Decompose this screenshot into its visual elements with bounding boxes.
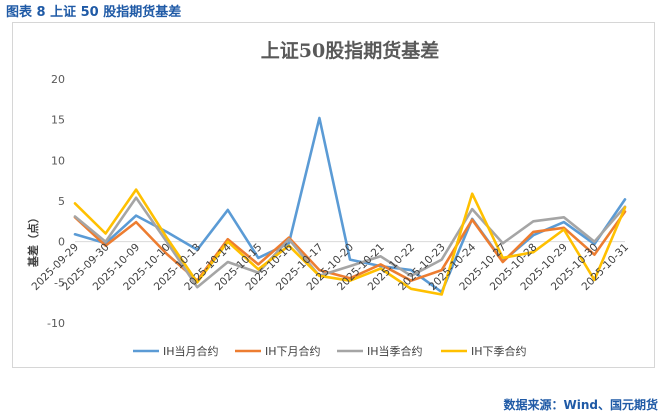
series-line-2 [73,210,627,283]
series-line-1 [73,116,627,294]
y-tick-label: -10 [47,317,65,330]
legend-label-4: IH下季合约 [471,344,527,358]
y-tick-label: 0 [58,236,65,249]
series-line-3 [73,196,627,289]
chart-title: 上证50股指期货基差 [261,39,439,62]
y-axis-label: 基差（点） [26,212,40,268]
y-tick-label: 5 [58,195,65,208]
chart-frame: 上证50股指期货基差 基差（点） -10 -5 0 5 10 15 20 2025-09-29 20… [12,22,655,368]
legend-label-2: IH下月合约 [265,344,321,358]
legend-label-1: IH当月合约 [163,344,219,358]
figure-caption: 图表 8 上证 50 股指期货基差 [6,5,182,20]
y-tick-label: 10 [51,154,65,167]
series-line-4 [73,188,627,296]
y-tick-label: 15 [51,114,65,127]
y-tick-label: -5 [54,276,65,289]
line-chart: 上证50股指期货基差基差（点）-10-5051015202025-09-2920… [26,39,631,358]
data-source: 数据来源：Wind、国元期货 [503,398,658,412]
legend-label-3: IH当季合约 [367,344,423,358]
y-tick-label: 20 [51,73,65,86]
